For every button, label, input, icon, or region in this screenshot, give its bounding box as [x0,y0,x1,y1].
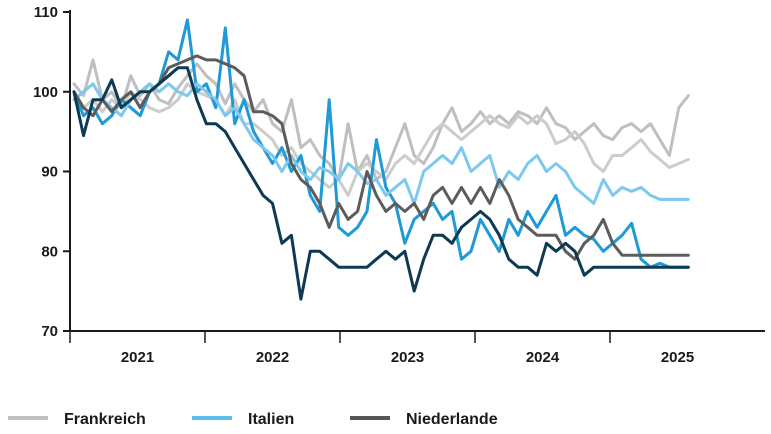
x-tick-label-2024: 2024 [526,349,560,366]
y-tick-label-100: 100 [33,84,58,101]
legend: Frankreich Italien Niederlande [8,411,498,428]
y-tick-label-110: 110 [34,4,58,21]
legend-label-italien: Italien [248,411,294,428]
tick-labels: 70 80 90 100 110 2021 2022 2023 2024 2025 [33,4,694,366]
x-tick-label-2021: 2021 [121,349,154,366]
series-line-niederlande-5 [72,66,690,301]
series-line-frankreich-1 [72,82,690,197]
x-tick-label-2023: 2023 [391,349,424,366]
legend-label-frankreich: Frankreich [64,411,146,428]
gridlines [204,331,611,343]
series-layer [72,18,690,301]
y-tick-label-90: 90 [41,164,58,181]
x-tick-label-2025: 2025 [661,349,694,366]
series-line-niederlande-4 [72,54,690,261]
x-tick-label-2022: 2022 [256,349,289,366]
y-tick-label-70: 70 [41,323,58,340]
legend-label-niederlande: Niederlande [406,411,498,428]
series-line-italien-2 [72,18,690,269]
series-line-italien-3 [72,82,690,205]
y-tick-label-80: 80 [41,243,58,260]
axes [69,10,765,343]
